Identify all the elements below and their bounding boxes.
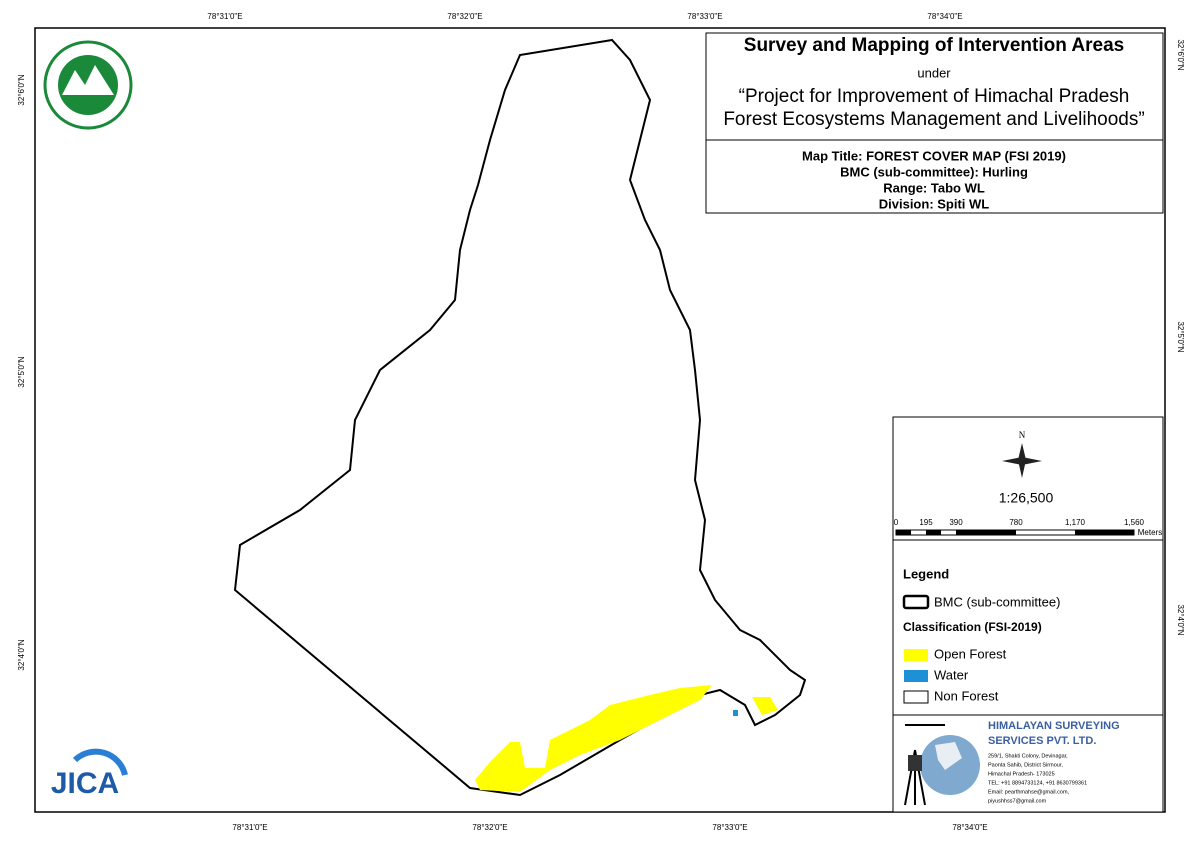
lat-label: 32°6'0"N xyxy=(17,74,26,105)
lon-label: 78°34'0"E xyxy=(927,12,962,21)
scale-label: 780 xyxy=(1009,518,1023,527)
scale-ratio: 1:26,500 xyxy=(999,490,1054,506)
jica-logo: JICA xyxy=(51,748,128,800)
scale-bar-segment xyxy=(956,530,1016,535)
scale-label: 0 xyxy=(894,518,899,527)
legend-swatch xyxy=(904,670,928,682)
legend-swatch xyxy=(904,649,928,661)
legend-label: Open Forest xyxy=(934,646,1007,661)
scale-label: 195 xyxy=(919,518,933,527)
project: Forest Ecosystems Management and Livelih… xyxy=(723,109,1144,130)
company-address: 259/1, Shakti Colony, Devinagar, Paonta S… xyxy=(988,753,1087,804)
bmc-boundary xyxy=(233,38,807,797)
legend-box xyxy=(892,539,1164,716)
logo-mountain xyxy=(62,65,114,95)
open-forest xyxy=(752,697,778,715)
legend-label: Water xyxy=(934,667,969,682)
coordinate-labels: 78°31'0"E 78°32'0"E 78°33'0"E 78°34'0"E … xyxy=(17,12,1185,832)
forest-logo xyxy=(43,40,133,130)
survey-instrument xyxy=(908,755,922,771)
globe-land xyxy=(935,742,962,770)
legend-title: Legend xyxy=(903,566,949,581)
lon-label: 78°33'0"E xyxy=(687,12,722,21)
north-arrow xyxy=(1002,443,1042,478)
lon-label: 78°31'0"E xyxy=(207,12,242,21)
lon-label: 78°31'0"E xyxy=(232,823,267,832)
lat-label: 32°5'0"N xyxy=(1176,321,1185,352)
scale-box xyxy=(892,416,1164,541)
lon-label: 78°32'0"E xyxy=(447,12,482,21)
detail: Map Title: FOREST COVER MAP (FSI 2019) xyxy=(802,148,1066,163)
scale-bar xyxy=(895,529,1135,536)
detail: Range: Tabo WL xyxy=(883,180,985,195)
company-logo xyxy=(904,724,980,806)
address-line: Email: pearthmahse@gmail.com, xyxy=(988,789,1070,795)
water xyxy=(733,710,738,716)
scale-bar-segment xyxy=(896,530,911,535)
lat-label: 32°6'0"N xyxy=(1176,39,1185,70)
lat-label: 32°4'0"N xyxy=(1176,604,1185,635)
detail: BMC (sub-committee): Hurling xyxy=(840,164,1028,179)
details-box xyxy=(705,139,1164,214)
legend-subtitle: Classification (FSI-2019) xyxy=(903,620,1042,634)
logo-text: JICA xyxy=(51,767,119,800)
survey-tripod xyxy=(904,724,945,806)
legend-block: N 1:26,500 0 195 390 780 1,170 1,560 Met… xyxy=(892,416,1164,813)
detail: Division: Spiti WL xyxy=(879,196,990,211)
company-name: HIMALAYAN SURVEYING xyxy=(988,720,1120,732)
scale-label: 1,560 xyxy=(1124,518,1145,527)
legend-swatch xyxy=(903,690,929,704)
lon-label: 78°34'0"E xyxy=(952,823,987,832)
lat-label: 32°5'0"N xyxy=(17,356,26,387)
legend-boundary-swatch xyxy=(902,594,930,610)
logo-arc xyxy=(72,748,128,776)
title-block: Survey and Mapping of Intervention Areas… xyxy=(705,32,1164,214)
open-forest xyxy=(475,685,712,792)
legend-items: Open Forest Water Non Forest xyxy=(903,646,1007,704)
title: Survey and Mapping of Intervention Areas xyxy=(744,35,1124,56)
address-line: Himachal Pradesh- 173025 xyxy=(988,771,1055,777)
scale-label: 1,170 xyxy=(1065,518,1086,527)
project: “Project for Improvement of Himachal Pra… xyxy=(739,86,1130,107)
legend-label: BMC (sub-committee) xyxy=(934,594,1060,609)
subtitle: under xyxy=(917,65,951,80)
lat-label: 32°4'0"N xyxy=(17,639,26,670)
address-line: 259/1, Shakti Colony, Devinagar, xyxy=(988,753,1068,759)
legend-label: Non Forest xyxy=(934,688,999,703)
address-line: Paonta Sahib, District Sirmour, xyxy=(988,762,1063,768)
company-name: SERVICES PVT. LTD. xyxy=(988,735,1096,747)
lon-label: 78°32'0"E xyxy=(472,823,507,832)
scale-labels: 0 195 390 780 1,170 1,560 Meters xyxy=(894,518,1162,537)
address-line: TEL: +91 8894733124, +91 8630799361 xyxy=(988,780,1087,786)
scale-unit: Meters xyxy=(1138,528,1162,537)
address-line: piyushhss7@gmail.com xyxy=(988,798,1047,804)
north-label: N xyxy=(1019,430,1026,440)
scale-bar-segment xyxy=(926,530,941,535)
scale-bar-segment xyxy=(1075,530,1134,535)
scale-label: 390 xyxy=(949,518,963,527)
lon-label: 78°33'0"E xyxy=(712,823,747,832)
